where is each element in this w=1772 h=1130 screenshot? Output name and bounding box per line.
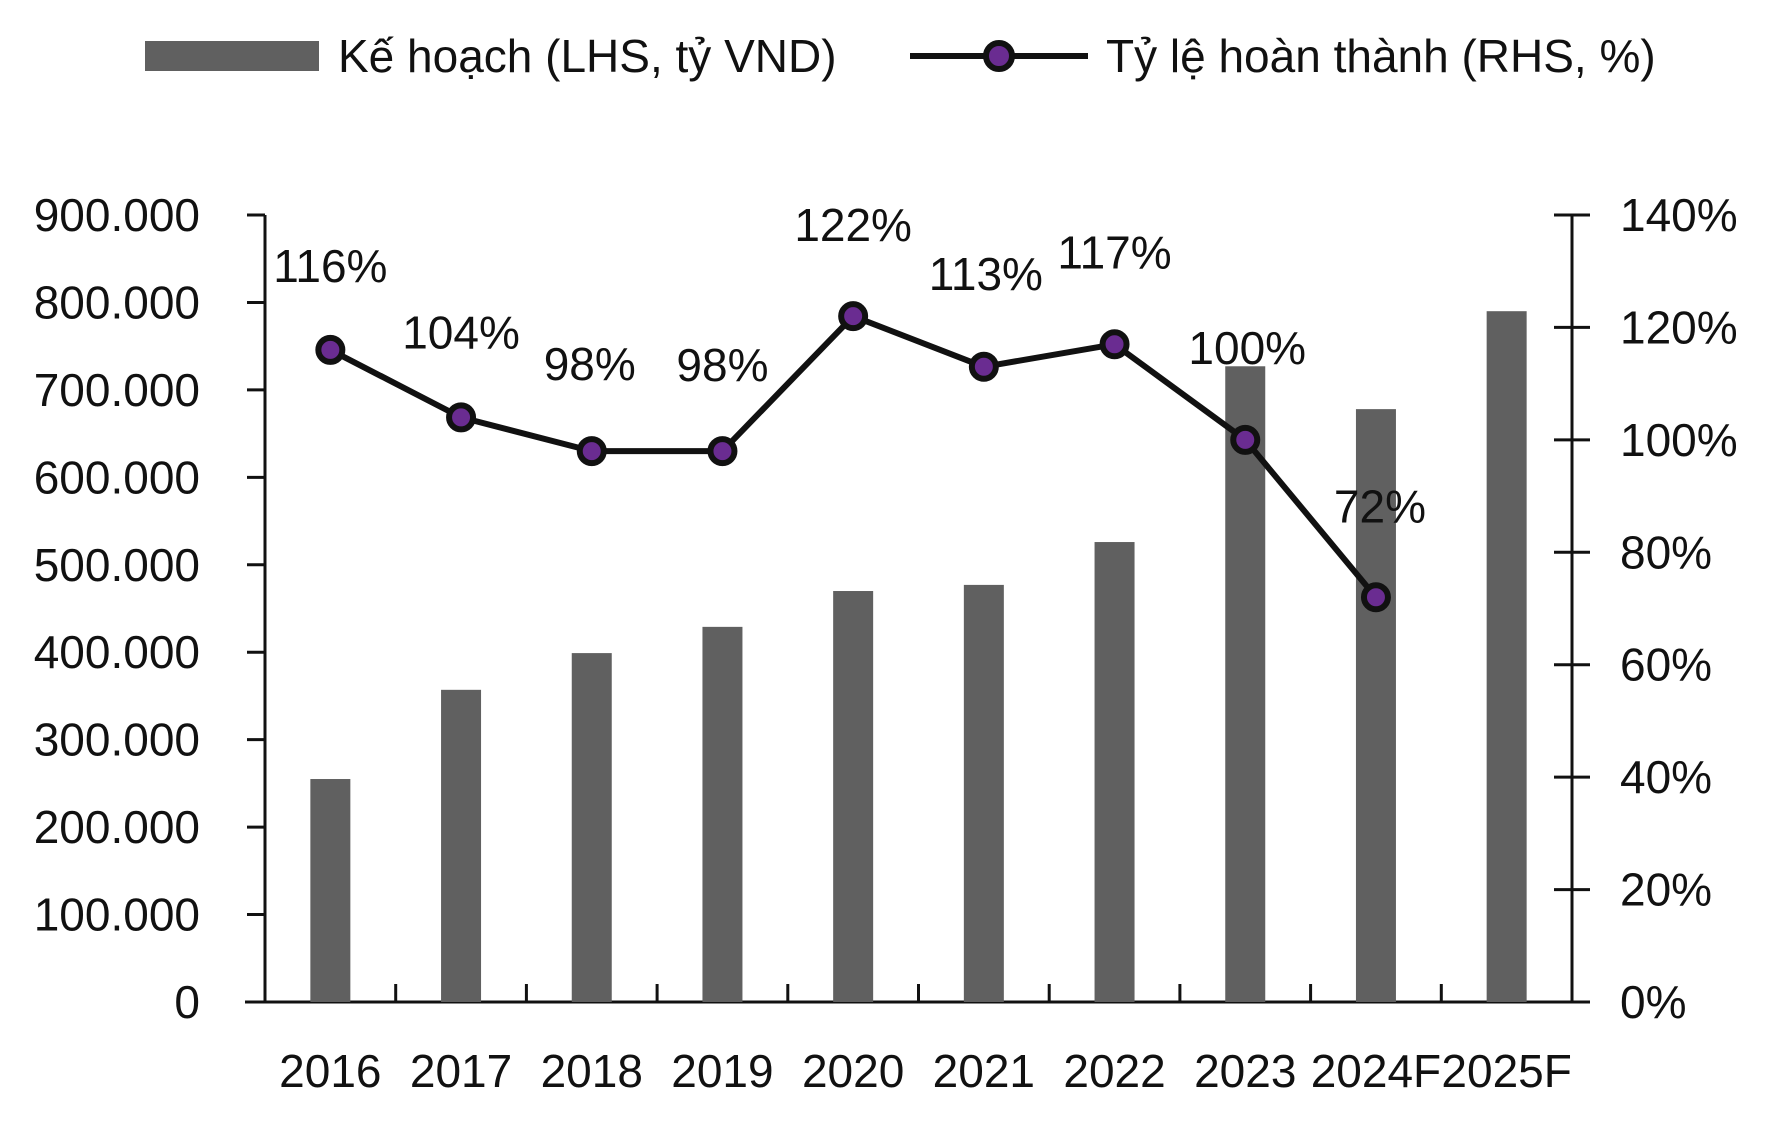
bar bbox=[702, 626, 743, 1002]
right-axis-tick-label: 100% bbox=[1620, 414, 1738, 466]
line-series bbox=[315, 301, 1391, 613]
bar bbox=[1355, 409, 1396, 1002]
line-point bbox=[838, 301, 869, 332]
bar bbox=[571, 653, 612, 1002]
right-axis-tick-label: 60% bbox=[1620, 639, 1712, 691]
line-point bbox=[1360, 582, 1391, 613]
x-axis-tick-label: 2020 bbox=[802, 1045, 904, 1097]
bar bbox=[441, 689, 482, 1002]
line-point bbox=[576, 436, 607, 467]
line-data-label: 116% bbox=[273, 240, 387, 292]
x-axis-tick-label: 2025F bbox=[1441, 1045, 1571, 1097]
bar bbox=[1225, 366, 1266, 1002]
left-axis-tick-label: 200.000 bbox=[34, 801, 200, 853]
x-axis-tick-label: 2017 bbox=[410, 1045, 512, 1097]
right-axis-tick-label: 0% bbox=[1620, 976, 1686, 1028]
left-axis-tick-label: 600.000 bbox=[34, 451, 200, 503]
line-data-label: 72% bbox=[1334, 480, 1426, 532]
x-axis-tick-label: 2021 bbox=[933, 1045, 1035, 1097]
bar bbox=[1094, 542, 1135, 1002]
line-data-label: 98% bbox=[676, 339, 768, 391]
right-axis-tick-label: 40% bbox=[1620, 751, 1712, 803]
right-axis-tick-label: 80% bbox=[1620, 526, 1712, 578]
x-axis-tick-label: 2018 bbox=[541, 1045, 643, 1097]
line-data-label: 122% bbox=[794, 199, 912, 251]
bar bbox=[963, 584, 1004, 1002]
legend-bar-swatch bbox=[145, 41, 319, 71]
right-axis-tick-label: 120% bbox=[1620, 301, 1738, 353]
line-data-label: 117% bbox=[1057, 226, 1171, 278]
left-axis-tick-label: 900.000 bbox=[34, 189, 200, 241]
line-data-label: 100% bbox=[1188, 322, 1306, 374]
bars bbox=[310, 311, 1527, 1002]
legend-line-label: Tỷ lệ hoàn thành (RHS, %) bbox=[1106, 30, 1656, 82]
x-axis-tick-label: 2016 bbox=[279, 1045, 381, 1097]
data-labels: 116% 104% 98% 98% 122% 113% 117% 100% 72% bbox=[273, 199, 1426, 532]
right-axis-tick-label: 20% bbox=[1620, 864, 1712, 916]
line-point bbox=[968, 351, 999, 382]
bar bbox=[833, 591, 874, 1002]
line-data-label: 113% bbox=[929, 248, 1043, 300]
legend-line-marker bbox=[983, 40, 1015, 72]
line-data-label: 98% bbox=[544, 338, 636, 390]
left-axis-tick-label: 500.000 bbox=[34, 539, 200, 591]
line-point bbox=[1099, 329, 1130, 360]
x-axis-tick-label: 2024F bbox=[1311, 1045, 1441, 1097]
right-axis-tick-label: 140% bbox=[1620, 189, 1738, 241]
left-axis-tick-label: 800.000 bbox=[34, 276, 200, 328]
bar bbox=[310, 779, 351, 1002]
left-axis-tick-label: 400.000 bbox=[34, 626, 200, 678]
line-data-label: 104% bbox=[402, 306, 520, 358]
left-axis-tick-label: 300.000 bbox=[34, 714, 200, 766]
x-axis-tick-label: 2023 bbox=[1194, 1045, 1296, 1097]
axes: 0 100.000 200.000 300.000 400.000 500.000 600.… bbox=[34, 189, 1738, 1097]
x-axis-tick-label: 2022 bbox=[1063, 1045, 1165, 1097]
line-point bbox=[315, 334, 346, 365]
legend-bar-label: Kế hoạch (LHS, tỷ VND) bbox=[338, 30, 837, 82]
bar bbox=[1486, 311, 1527, 1002]
left-axis-tick-label: 700.000 bbox=[34, 364, 200, 416]
line-point bbox=[446, 402, 477, 433]
x-axis-tick-label: 2019 bbox=[671, 1045, 773, 1097]
legend: Kế hoạch (LHS, tỷ VND) Tỷ lệ hoàn thành … bbox=[145, 30, 1656, 82]
line-point bbox=[707, 436, 738, 467]
left-axis-tick-label: 0 bbox=[174, 976, 200, 1028]
line-point bbox=[1230, 424, 1261, 455]
left-axis-tick-label: 100.000 bbox=[34, 889, 200, 941]
